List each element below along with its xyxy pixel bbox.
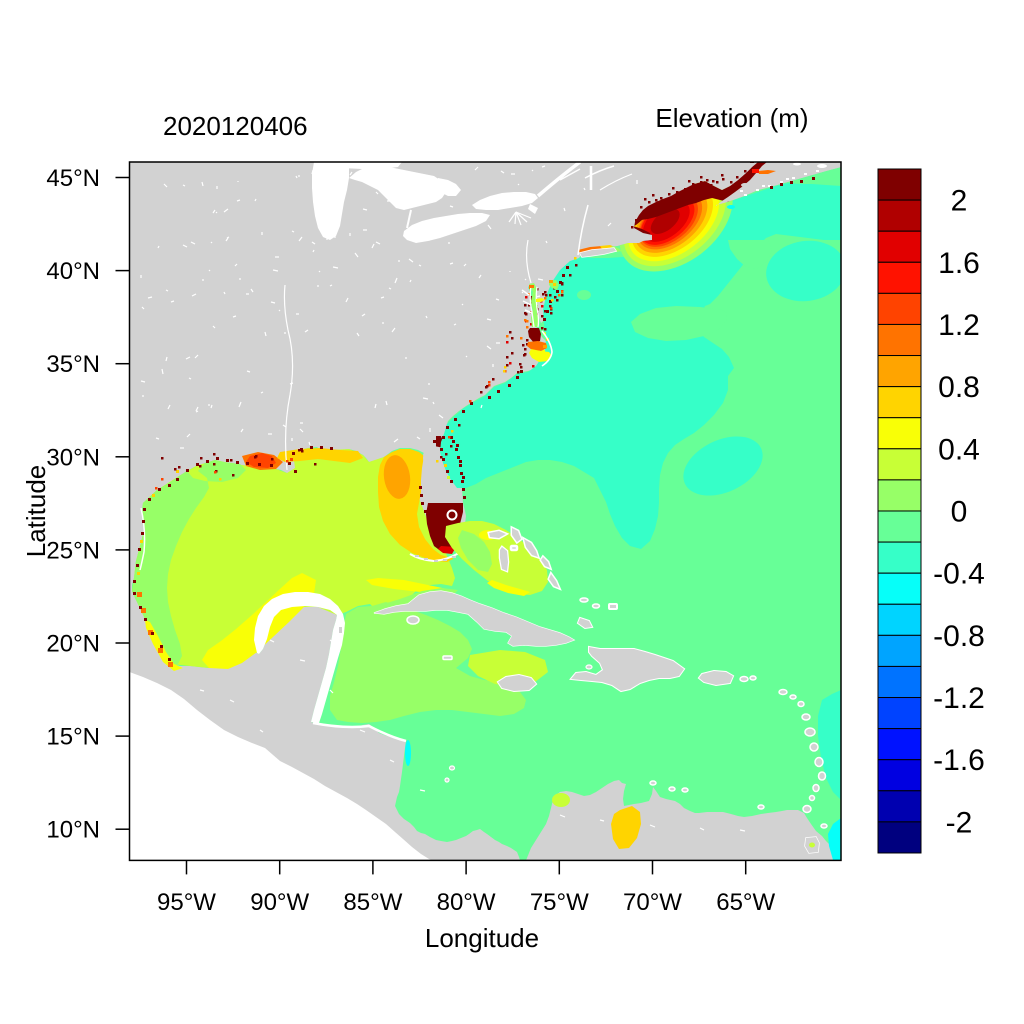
svg-text:95°W: 95°W <box>157 889 216 916</box>
svg-text:1.2: 1.2 <box>938 309 980 342</box>
svg-text:-1.2: -1.2 <box>933 682 985 715</box>
svg-text:Elevation (m): Elevation (m) <box>655 103 808 133</box>
svg-text:2: 2 <box>951 185 968 218</box>
svg-text:65°W: 65°W <box>716 889 775 916</box>
svg-text:-0.4: -0.4 <box>933 558 985 591</box>
svg-text:80°W: 80°W <box>437 889 496 916</box>
svg-text:20°N: 20°N <box>46 631 100 658</box>
svg-text:Latitude: Latitude <box>21 465 51 558</box>
svg-text:-2: -2 <box>946 806 973 839</box>
svg-text:90°W: 90°W <box>250 889 309 916</box>
svg-text:1.6: 1.6 <box>938 247 980 280</box>
svg-text:25°N: 25°N <box>46 537 100 564</box>
svg-text:-1.6: -1.6 <box>933 744 985 777</box>
svg-text:15°N: 15°N <box>46 724 100 751</box>
svg-text:75°W: 75°W <box>530 889 589 916</box>
svg-text:35°N: 35°N <box>46 351 100 378</box>
svg-text:Longitude: Longitude <box>425 923 539 953</box>
svg-text:-0.8: -0.8 <box>933 620 985 653</box>
svg-text:30°N: 30°N <box>46 444 100 471</box>
svg-text:10°N: 10°N <box>46 817 100 844</box>
svg-text:0: 0 <box>951 496 968 529</box>
svg-text:45°N: 45°N <box>46 165 100 192</box>
svg-text:0.4: 0.4 <box>938 433 980 466</box>
svg-text:40°N: 40°N <box>46 258 100 285</box>
svg-text:85°W: 85°W <box>343 889 402 916</box>
svg-text:0.8: 0.8 <box>938 371 980 404</box>
svg-text:2020120406: 2020120406 <box>163 111 308 141</box>
svg-text:70°W: 70°W <box>623 889 682 916</box>
